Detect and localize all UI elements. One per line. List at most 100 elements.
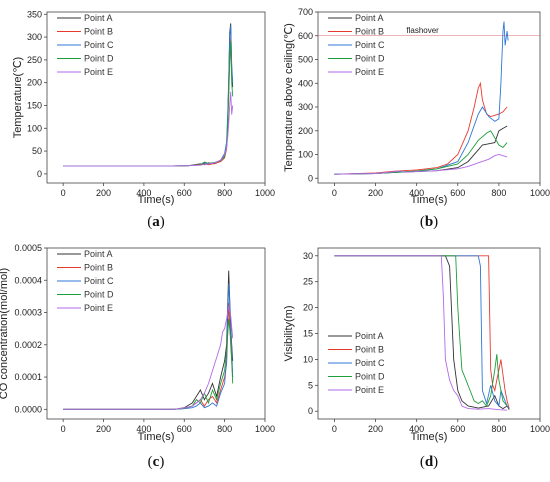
plot-frame — [46, 247, 266, 420]
y-tick-label: 0.0004 — [14, 275, 42, 285]
y-tick-label: 100 — [27, 123, 42, 133]
x-tick-label: 200 — [96, 424, 111, 434]
series-line-point-a — [334, 255, 510, 410]
legend: Point A Point B Point C Point D Point E — [57, 13, 114, 77]
x-tick-label: 800 — [217, 188, 232, 198]
chart-panel-c: 0 200 400 600 800 1000 0.0000 0.0001 0.0002 0.000… — [0, 243, 275, 470]
legend-entry: Point A — [355, 13, 384, 23]
y-tick-label: 0.0001 — [14, 372, 42, 382]
x-tick-label: 600 — [177, 424, 192, 434]
x-tick-label: 400 — [136, 424, 151, 434]
panel-letter: a — [152, 214, 160, 230]
panel-caption: (a) — [147, 214, 165, 230]
y-tick-label: 30 — [303, 251, 313, 261]
y-tick-label: 15 — [303, 329, 313, 339]
series-line-point-e — [334, 255, 508, 411]
panel-caption: (d) — [420, 454, 438, 470]
legend-entry: Point B — [84, 263, 113, 273]
chart-panel-b: 0 200 400 600 800 10000100200300400500600700T… — [283, 7, 550, 230]
y-tick-label: 20 — [303, 303, 313, 313]
legend-entry: Point D — [355, 54, 385, 64]
x-tick-label: 0 — [332, 424, 337, 434]
panel-caption: (b) — [420, 214, 438, 230]
x-tick-label: 400 — [409, 188, 424, 198]
y-tick-label: 50 — [32, 146, 42, 156]
x-tick-label: 600 — [450, 188, 465, 198]
y-tick-label: 0.0005 — [14, 243, 42, 253]
x-axis-label: Time(s) — [411, 194, 448, 206]
y-axis-label: Visibility(m) — [283, 305, 295, 361]
x-axis-label: Time(s) — [411, 431, 448, 443]
x-tick-label: 1000 — [530, 188, 550, 198]
x-axis-label: Time(s) — [138, 194, 175, 206]
legend-entry: Point D — [355, 372, 385, 382]
panel-letter: b — [425, 214, 433, 230]
x-tick-label: 800 — [491, 188, 506, 198]
plot-frame — [317, 11, 541, 184]
legend-entry: Point A — [355, 331, 384, 341]
plot-frame — [317, 247, 541, 420]
y-tick-label: 0.0000 — [14, 404, 42, 414]
y-tick-label: 0 — [37, 169, 42, 179]
series-line-point-d — [334, 130, 508, 175]
series-line-point-c — [334, 255, 510, 409]
legend-entry: Point B — [355, 27, 384, 37]
legend: Point A Point B Point C Point D Point E — [328, 331, 385, 395]
legend-entry: Point C — [84, 276, 114, 286]
series-line-point-b — [334, 81, 508, 175]
y-tick-label: 600 — [298, 31, 313, 41]
legend-entry: Point C — [84, 40, 114, 50]
y-tick-label: 0 — [308, 406, 313, 416]
chart-panel-a: 0 200 400 600 800 1000 0 50 100 150 200 250 300 350 Ti… — [12, 9, 275, 230]
panel-caption: (c) — [148, 454, 165, 470]
plot-frame — [46, 11, 266, 184]
x-axis-label: Time(s) — [138, 431, 175, 443]
legend-entry: Point D — [84, 54, 114, 64]
y-tick-label: 100 — [298, 150, 313, 160]
x-tick-label: 1000 — [530, 424, 550, 434]
legend-entry: Point E — [84, 67, 113, 77]
chart-panel-d: 0 200 400 600 800 1000 0 5 10 15 20 25 30 Time(s) Visi… — [283, 247, 550, 470]
x-tick-label: 0 — [61, 424, 66, 434]
legend-entry: Point B — [355, 345, 384, 355]
x-tick-label: 200 — [368, 188, 383, 198]
legend-entry: Point E — [355, 67, 384, 77]
x-tick-label: 600 — [177, 188, 192, 198]
legend-entry: Point E — [355, 385, 384, 395]
legend-entry: Point C — [355, 358, 385, 368]
x-tick-label: 200 — [368, 424, 383, 434]
y-tick-label: 250 — [27, 55, 42, 65]
y-tick-label: 500 — [298, 55, 313, 65]
x-tick-label: 400 — [136, 188, 151, 198]
legend: Point A Point B Point C Point D Point E — [57, 249, 114, 313]
y-axis-label: CO concentration(mol/mol) — [0, 268, 10, 399]
y-tick-label: 200 — [27, 78, 42, 88]
y-tick-label: 5 — [308, 380, 313, 390]
legend: Point A Point B Point C Point D Point E — [328, 13, 385, 77]
series-line-point-d — [334, 255, 508, 407]
y-axis-label: Temperature(℃) — [12, 57, 24, 138]
x-tick-label: 400 — [409, 424, 424, 434]
x-tick-label: 0 — [332, 188, 337, 198]
y-axis-label: Temperature above ceiling(℃) — [283, 23, 295, 172]
series-line-point-e — [63, 306, 234, 410]
panel-letter: c — [153, 454, 160, 470]
legend-entry: Point D — [84, 290, 114, 300]
y-tick-label: 0 — [308, 173, 313, 183]
series-line-point-a — [334, 125, 508, 175]
x-tick-label: 1000 — [255, 424, 275, 434]
y-tick-label: 400 — [298, 78, 313, 88]
legend-entry: Point C — [355, 40, 385, 50]
series-line-point-b — [63, 302, 234, 410]
y-tick-label: 700 — [298, 7, 313, 17]
legend-entry: Point A — [84, 13, 113, 23]
series-line-point-c — [63, 283, 234, 410]
y-tick-label: 25 — [303, 277, 313, 287]
y-tick-label: 300 — [27, 32, 42, 42]
series-line-point-b — [334, 255, 510, 409]
panel-letter: d — [425, 454, 434, 470]
flashover-annotation: flashover — [406, 26, 439, 35]
series-line-point-e — [63, 91, 234, 167]
y-tick-label: 300 — [298, 102, 313, 112]
